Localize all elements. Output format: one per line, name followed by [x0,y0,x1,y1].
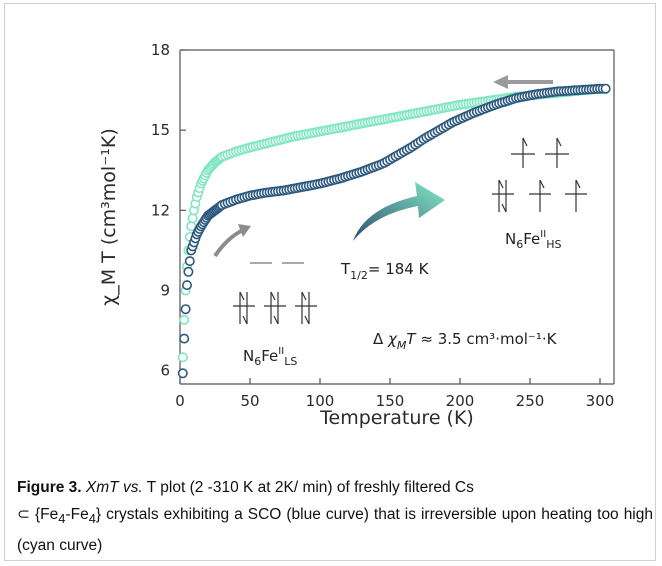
caption-text-4: } crystals exhibiting a SCO (blue curve)… [17,506,653,555]
axes [179,49,615,385]
x-tick-label: 100 [306,392,335,410]
y-tick-label: 6 [160,362,170,380]
ls-label: N6FeIILS [243,346,297,368]
caption-label: Figure 3. [17,479,82,496]
data-point [179,333,190,344]
data-point [180,304,191,315]
caption-sub-2: 4 [88,511,96,527]
x-tick-label: 50 [240,392,259,410]
data-point [183,266,194,277]
y-tick-label: 9 [160,281,170,299]
x-axis-title: Temperature (K) [319,407,474,429]
figure-caption: Figure 3. XmT vs. T plot (2 -310 K at 2K… [17,474,653,559]
chart: 0 50 100 150 200 250 300 6 9 12 15 18 Temperature (… [98,41,615,429]
x-tick-label: 250 [516,392,545,410]
x-tick-label: 300 [586,392,615,410]
data-point [600,83,611,94]
caption-text-1: T plot (2 -310 K at 2K/ min) of freshly … [142,479,474,496]
x-tick-label: 150 [376,392,405,410]
data-point [177,368,188,379]
x-tick-label: 0 [175,392,185,410]
series-cyan [177,83,611,363]
series-blue [177,83,611,379]
gray-arrow-left-head [493,75,508,89]
figure-frame: 0 50 100 150 200 250 300 6 9 12 15 18 Temperature (… [4,3,656,561]
caption-sub-1: 4 [58,511,66,527]
caption-text-3: -Fe [65,506,89,523]
data-point [184,256,195,267]
gray-arrow-curve [213,228,244,258]
hs-label: N6FeIIHS [505,229,561,251]
delta-label: Δ χMT ≈ 3.5 cm³·mol⁻¹·K [373,330,558,352]
data-point [187,213,198,224]
caption-subset-symbol: ⊂ [17,506,30,523]
caption-italic: XmT vs. [85,479,143,496]
y-tick-label: 15 [151,121,170,139]
y-tick-label: 12 [151,201,170,219]
y-axis-title: χ_M T (cm³mol⁻¹K) [98,128,120,305]
caption-text-2: {Fe [30,506,59,523]
data-point [179,314,190,325]
x-tick-label: 200 [446,392,475,410]
t-half-label: T1/2= 184 K [340,260,430,282]
transition-arrow-icon [353,182,445,241]
ls-orbital-diagram [233,262,317,325]
series-layer [177,83,611,379]
y-tick-label: 18 [151,41,170,59]
data-point [177,352,188,363]
data-point [182,280,193,291]
hs-orbital-diagram [492,137,587,213]
gray-arrow-curve-head [238,224,251,237]
